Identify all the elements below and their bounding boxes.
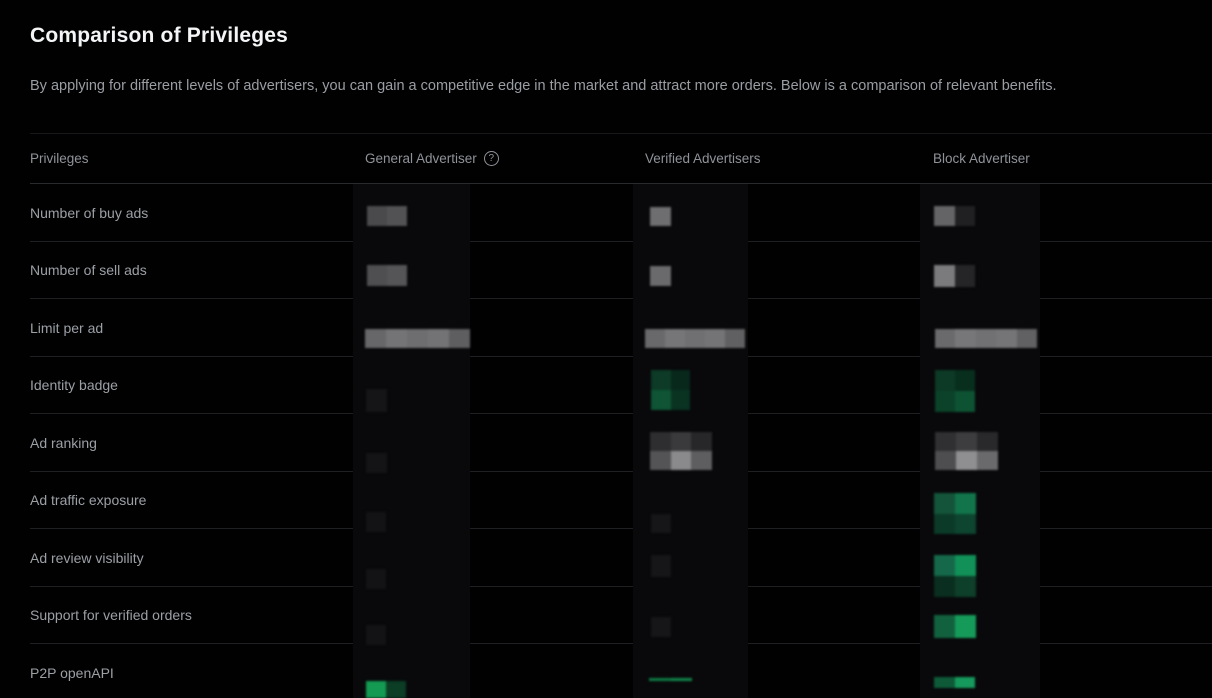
row-label: Ad traffic exposure	[30, 492, 147, 509]
redacted-value	[934, 265, 975, 287]
column-header-verified: Verified Advertisers	[645, 134, 761, 183]
column-header-label: Verified Advertisers	[645, 151, 761, 166]
column-header-label: General Advertiser	[365, 151, 477, 166]
row-label: Limit per ad	[30, 319, 104, 336]
row-separator	[30, 240, 1212, 242]
row-label: Number of buy ads	[30, 204, 149, 221]
redacted-value	[651, 555, 671, 577]
redacted-value	[366, 625, 386, 645]
redacted-value	[365, 329, 470, 348]
row-separator	[30, 298, 1212, 299]
column-header-label: Block Advertiser	[933, 151, 1030, 166]
row-label: P2P openAPI	[30, 664, 114, 681]
redacted-value	[650, 207, 671, 226]
column-header-block: Block Advertiser	[933, 134, 1030, 183]
column-blur-strip	[353, 184, 470, 698]
redacted-value	[651, 617, 671, 637]
redacted-value	[934, 555, 976, 597]
column-header-label: Privileges	[30, 151, 89, 166]
row-label: Identity badge	[30, 377, 118, 394]
redacted-value	[367, 206, 407, 226]
row-label: Number of sell ads	[30, 262, 147, 279]
row-separator	[30, 413, 1212, 414]
redacted-value	[649, 678, 692, 681]
redacted-value	[934, 493, 976, 534]
redacted-value	[650, 266, 671, 286]
redacted-value	[366, 512, 386, 532]
column-header-general: General Advertiser ?	[365, 134, 499, 183]
row-label: Ad review visibility	[30, 549, 144, 566]
row-label: Ad ranking	[30, 434, 97, 451]
redacted-value	[934, 677, 975, 688]
row-separator	[30, 528, 1212, 529]
header-bottom-border	[30, 183, 1212, 184]
row-separator	[30, 355, 1212, 357]
redacted-value	[645, 329, 745, 348]
page-subtitle: By applying for different levels of adve…	[30, 78, 1057, 94]
row-separator	[30, 470, 1212, 472]
row-label: Support for verified orders	[30, 607, 192, 624]
help-icon[interactable]: ?	[483, 151, 499, 166]
redacted-value	[366, 453, 387, 473]
redacted-value	[934, 615, 976, 638]
redacted-value	[367, 265, 407, 286]
column-header-privileges: Privileges	[30, 134, 89, 183]
redacted-value	[935, 432, 998, 470]
redacted-value	[366, 569, 386, 589]
redacted-value	[651, 370, 690, 410]
redacted-value	[935, 370, 975, 412]
redacted-value	[651, 514, 671, 533]
row-separator	[30, 585, 1212, 587]
redacted-value	[934, 206, 975, 226]
redacted-value	[366, 681, 406, 698]
redacted-value	[650, 432, 712, 470]
redacted-value	[935, 329, 1037, 348]
redacted-value	[366, 389, 387, 412]
row-separator	[30, 643, 1212, 644]
header-top-border	[30, 133, 1212, 134]
page-title: Comparison of Privileges	[30, 24, 289, 47]
